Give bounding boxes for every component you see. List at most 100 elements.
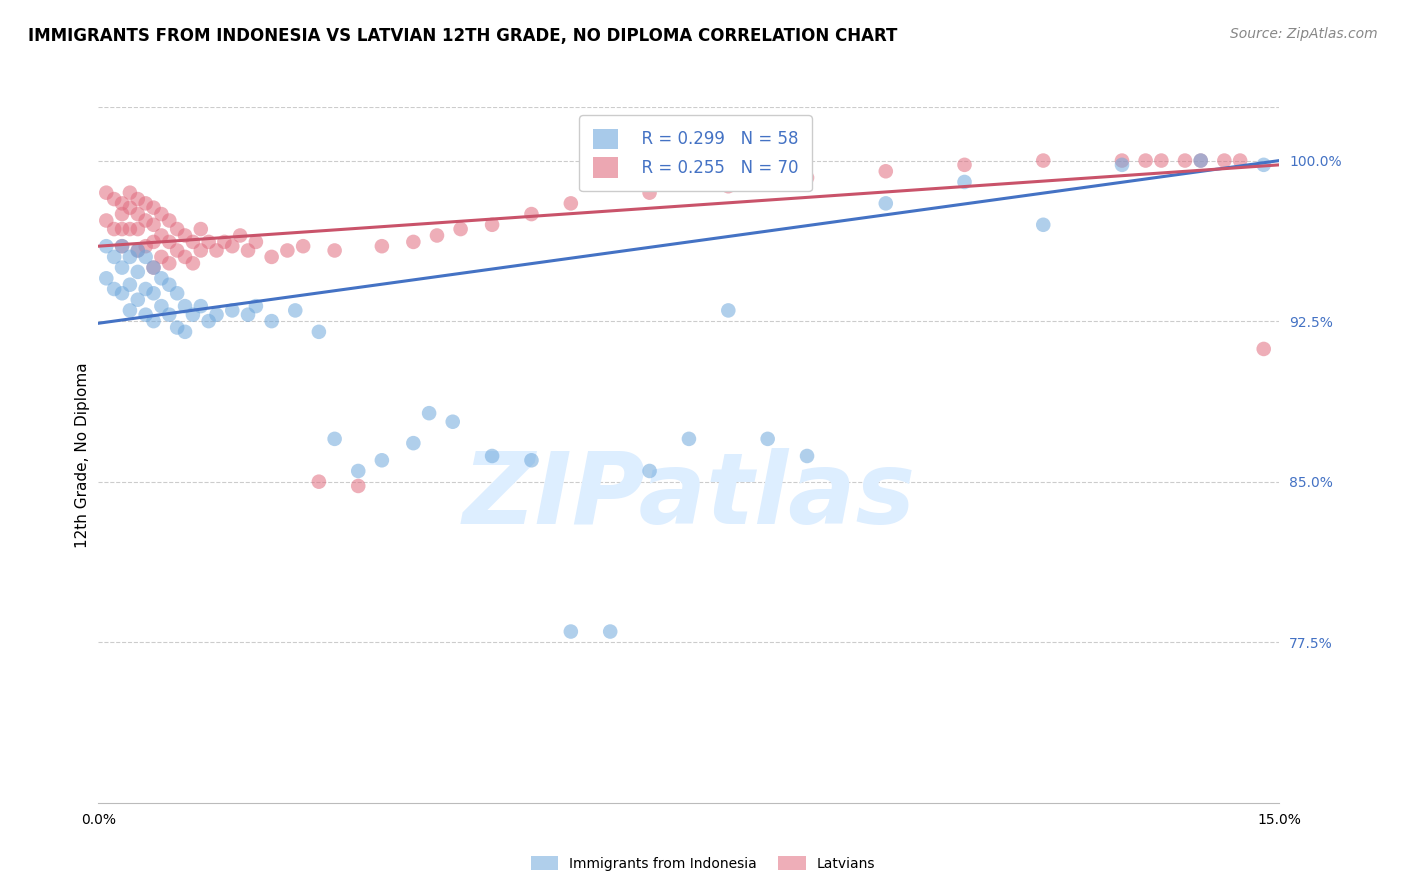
Point: [135, 213, 157, 227]
Point: [127, 207, 149, 221]
Point: [157, 235, 180, 249]
Point: [103, 250, 125, 264]
Point: [111, 260, 134, 275]
Point: [1229, 153, 1251, 168]
Point: [150, 228, 173, 243]
Point: [118, 277, 141, 292]
Point: [166, 320, 188, 334]
Point: [560, 196, 582, 211]
Point: [181, 235, 204, 249]
Y-axis label: 12th Grade, No Diploma: 12th Grade, No Diploma: [75, 362, 90, 548]
Point: [371, 239, 394, 253]
Point: [560, 624, 582, 639]
Point: [166, 286, 188, 301]
Point: [157, 308, 180, 322]
Point: [481, 218, 503, 232]
Point: [127, 244, 149, 258]
Point: [245, 235, 267, 249]
Point: [96, 213, 118, 227]
Point: [292, 239, 315, 253]
Point: [103, 192, 125, 206]
Point: [118, 186, 141, 200]
Point: [323, 432, 346, 446]
Point: [1189, 153, 1212, 168]
Point: [111, 286, 134, 301]
Point: [717, 179, 740, 194]
Point: [418, 406, 440, 420]
Point: [111, 222, 134, 236]
Point: [402, 436, 425, 450]
Point: [150, 299, 173, 313]
Point: [756, 432, 779, 446]
Point: [1150, 153, 1173, 168]
Point: [174, 325, 197, 339]
Point: [181, 256, 204, 270]
Point: [174, 299, 197, 313]
Point: [678, 432, 700, 446]
Point: [260, 314, 283, 328]
Point: [1189, 153, 1212, 168]
Point: [174, 250, 197, 264]
Point: [402, 235, 425, 249]
Point: [96, 186, 118, 200]
Point: [142, 201, 165, 215]
Point: [638, 464, 661, 478]
Point: [953, 158, 976, 172]
Point: [111, 239, 134, 253]
Point: [1174, 153, 1197, 168]
Point: [308, 475, 330, 489]
Point: [717, 303, 740, 318]
Point: [127, 265, 149, 279]
Point: [142, 286, 165, 301]
Point: [260, 250, 283, 264]
Legend:   R = 0.299   N = 58,   R = 0.255   N = 70: R = 0.299 N = 58, R = 0.255 N = 70: [579, 115, 811, 191]
Point: [118, 201, 141, 215]
Point: [157, 213, 180, 227]
Point: [157, 256, 180, 270]
Point: [441, 415, 464, 429]
Point: [638, 186, 661, 200]
Point: [111, 196, 134, 211]
Point: [599, 624, 621, 639]
Point: [276, 244, 298, 258]
Point: [111, 207, 134, 221]
Point: [190, 244, 212, 258]
Point: [166, 222, 188, 236]
Point: [190, 299, 212, 313]
Point: [236, 308, 259, 322]
Point: [150, 271, 173, 285]
Point: [118, 250, 141, 264]
Point: [197, 235, 219, 249]
Point: [150, 207, 173, 221]
Point: [229, 228, 252, 243]
Text: ZIPatlas: ZIPatlas: [463, 448, 915, 545]
Point: [190, 222, 212, 236]
Point: [1253, 342, 1275, 356]
Point: [142, 260, 165, 275]
Legend: Immigrants from Indonesia, Latvians: Immigrants from Indonesia, Latvians: [524, 850, 882, 876]
Point: [481, 449, 503, 463]
Point: [96, 239, 118, 253]
Point: [347, 464, 370, 478]
Point: [426, 228, 449, 243]
Point: [96, 271, 118, 285]
Point: [796, 449, 818, 463]
Point: [205, 308, 228, 322]
Point: [450, 222, 472, 236]
Point: [236, 244, 259, 258]
Point: [1213, 153, 1236, 168]
Point: [142, 218, 165, 232]
Point: [1135, 153, 1157, 168]
Point: [371, 453, 394, 467]
Point: [135, 250, 157, 264]
Point: [135, 282, 157, 296]
Point: [174, 228, 197, 243]
Point: [135, 308, 157, 322]
Point: [118, 222, 141, 236]
Point: [142, 235, 165, 249]
Point: [135, 196, 157, 211]
Point: [796, 170, 818, 185]
Point: [284, 303, 307, 318]
Point: [1032, 153, 1054, 168]
Point: [166, 244, 188, 258]
